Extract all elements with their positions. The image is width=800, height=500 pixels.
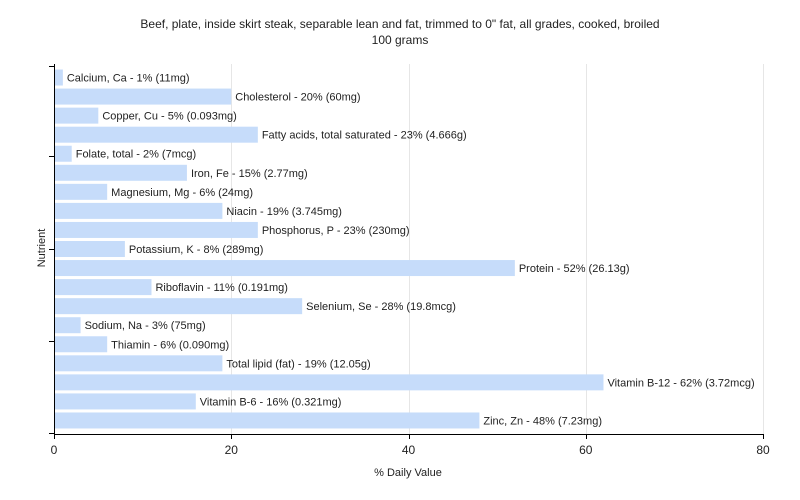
bar bbox=[55, 69, 63, 86]
bar bbox=[55, 183, 108, 200]
x-axis-title: % Daily Value bbox=[374, 467, 442, 479]
bar-label: Iron, Fe - 15% (2.77mg) bbox=[191, 168, 308, 180]
x-tick-label: 40 bbox=[402, 443, 416, 457]
axes: 0 20 40 60 80 bbox=[49, 64, 770, 457]
bar bbox=[55, 298, 303, 315]
bar bbox=[55, 107, 99, 124]
x-tick-label: 60 bbox=[579, 443, 593, 457]
bar bbox=[55, 145, 72, 162]
x-tick-label: 0 bbox=[51, 443, 58, 457]
bar-label: Sodium, Na - 3% (75mg) bbox=[85, 320, 206, 332]
bar bbox=[55, 355, 223, 372]
bar-label: Phosphorus, P - 23% (230mg) bbox=[262, 225, 410, 237]
bar bbox=[55, 126, 258, 143]
bar bbox=[55, 336, 108, 353]
x-tick-label: 20 bbox=[225, 443, 239, 457]
bar-label: Protein - 52% (26.13g) bbox=[519, 263, 630, 275]
bar bbox=[55, 241, 125, 257]
bar-label: Cholesterol - 20% (60mg) bbox=[235, 92, 360, 104]
bar-label: Folate, total - 2% (7mcg) bbox=[76, 149, 196, 161]
bar-label: Selenium, Se - 28% (19.8mcg) bbox=[306, 301, 456, 313]
bar bbox=[55, 317, 81, 334]
chart-title: Beef, plate, inside skirt steak, separab… bbox=[140, 17, 659, 31]
bar bbox=[55, 164, 187, 181]
bars: Calcium, Ca - 1% (11mg) Cholesterol - 20%… bbox=[55, 69, 755, 429]
chart-subtitle: 100 grams bbox=[372, 33, 429, 47]
bar-label: Total lipid (fat) - 19% (12.05g) bbox=[226, 358, 370, 370]
bar-label: Niacin - 19% (3.745mg) bbox=[226, 206, 342, 218]
bar bbox=[55, 260, 515, 277]
bar-label: Thiamin - 6% (0.090mg) bbox=[111, 339, 229, 351]
bar bbox=[55, 221, 258, 238]
bar-label: Riboflavin - 11% (0.191mg) bbox=[155, 282, 287, 294]
bar-label: Fatty acids, total saturated - 23% (4.66… bbox=[262, 130, 467, 142]
bar-label: Zinc, Zn - 48% (7.23mg) bbox=[483, 415, 602, 427]
bar-label: Vitamin B-6 - 16% (0.321mg) bbox=[200, 396, 342, 408]
y-axis-title: Nutrient bbox=[36, 229, 48, 268]
bar-label: Copper, Cu - 5% (0.093mg) bbox=[102, 111, 237, 123]
x-tick-label: 80 bbox=[756, 443, 770, 457]
bar bbox=[55, 202, 223, 219]
bar-label: Potassium, K - 8% (289mg) bbox=[129, 244, 264, 256]
bar bbox=[55, 393, 196, 410]
grid-lines bbox=[231, 64, 764, 434]
bar-label: Vitamin B-12 - 62% (3.72mcg) bbox=[607, 377, 754, 389]
bar bbox=[55, 412, 480, 429]
bar bbox=[55, 279, 152, 296]
bar-label: Magnesium, Mg - 6% (24mg) bbox=[111, 187, 253, 199]
bar bbox=[55, 374, 604, 391]
bar bbox=[55, 88, 232, 105]
bar-label: Calcium, Ca - 1% (11mg) bbox=[67, 73, 190, 85]
